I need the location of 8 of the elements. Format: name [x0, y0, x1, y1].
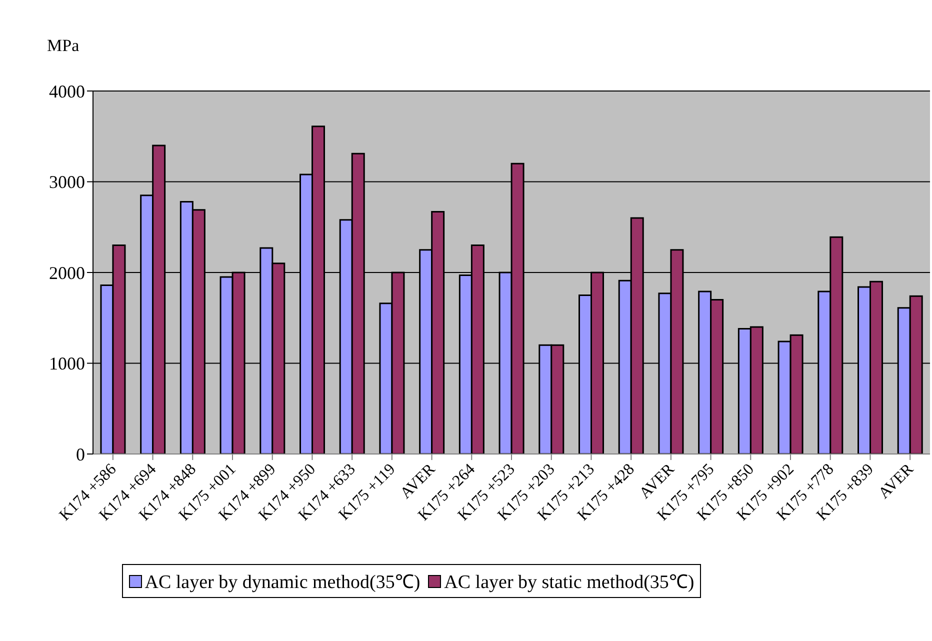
- y-tick-label: 2000: [49, 262, 85, 283]
- y-tick-label: 4000: [49, 81, 85, 102]
- y-tick-label: 0: [76, 444, 85, 464]
- legend-label: AC layer by static method(35℃): [443, 571, 694, 594]
- y-tick-label: 1000: [49, 354, 85, 374]
- y-axis-title: MPa: [47, 36, 80, 55]
- legend-label: AC layer by dynamic method(35℃): [144, 571, 420, 594]
- y-tick-label: 3000: [49, 172, 85, 192]
